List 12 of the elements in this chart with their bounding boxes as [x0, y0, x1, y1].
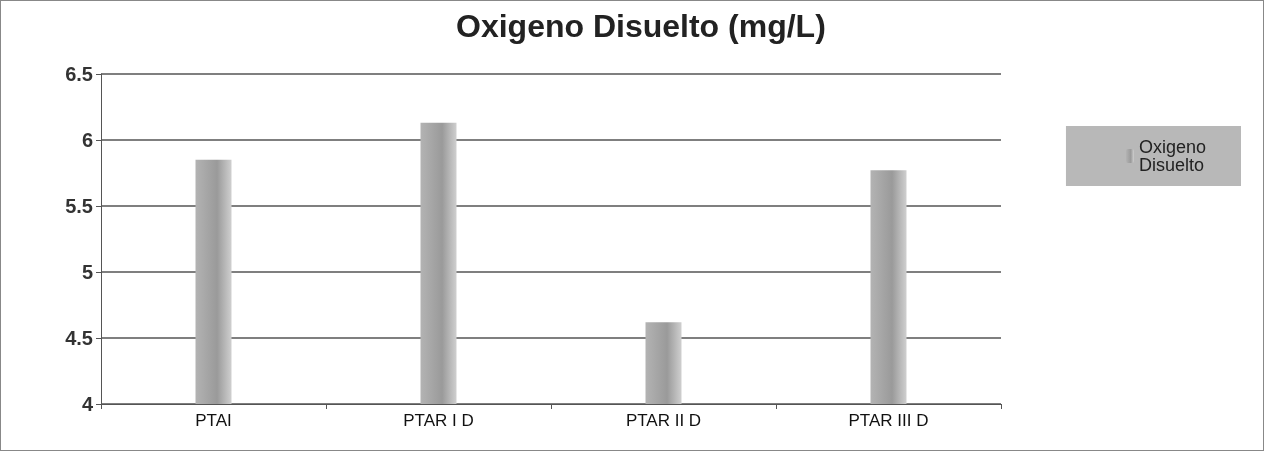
y-tick-label: 4	[81, 393, 94, 415]
y-tick-label: 5.5	[65, 195, 93, 217]
x-tick-label: PTAR III D	[848, 411, 929, 430]
legend-label: Oxigeno Disuelto	[1138, 137, 1211, 175]
y-tick-label: 6.5	[65, 63, 93, 85]
x-tick-label: PTAI	[195, 411, 232, 430]
chart-title: Oxigeno Disuelto (mg/L)	[456, 8, 826, 44]
y-tick-label: 6	[81, 129, 93, 151]
y-tick-label: 4.5	[65, 327, 93, 349]
y-tick-label: 5	[81, 261, 93, 283]
x-tick-label: PTAR I D	[403, 411, 474, 430]
x-tick-label: PTAR II D	[625, 411, 702, 430]
